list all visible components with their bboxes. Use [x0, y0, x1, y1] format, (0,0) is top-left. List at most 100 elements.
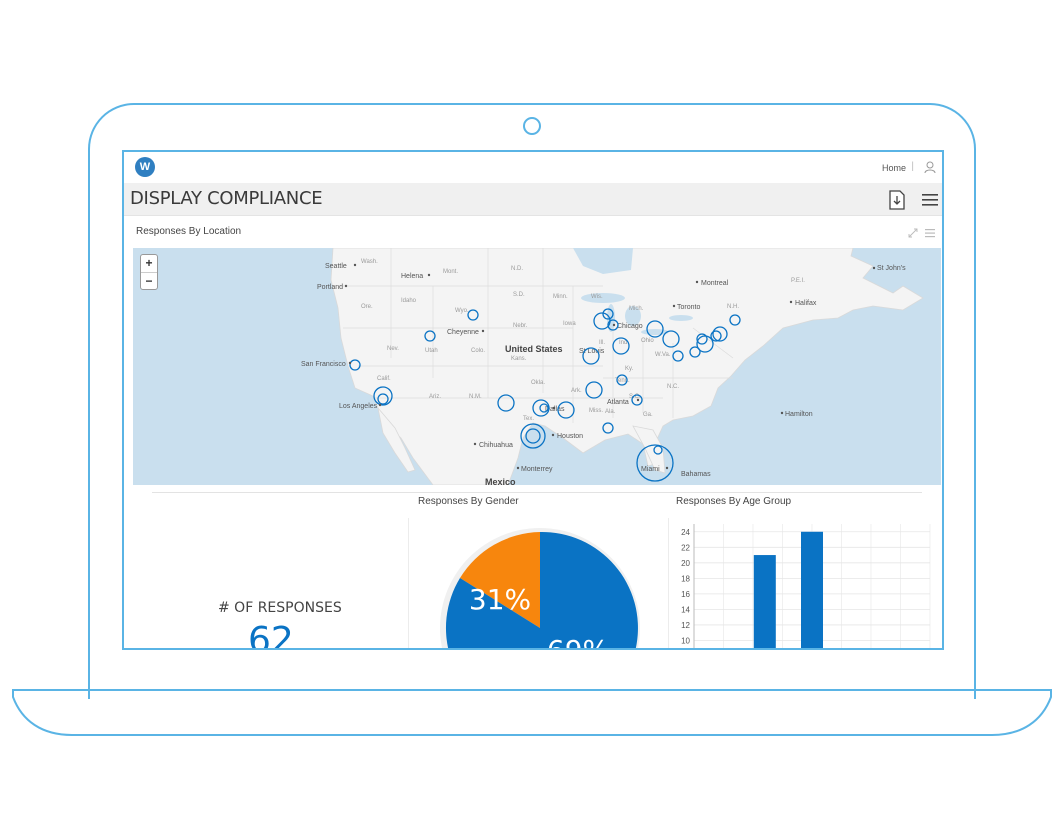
- zoom-in-button[interactable]: +: [141, 255, 157, 273]
- export-icon[interactable]: [888, 190, 906, 210]
- label-houston: Houston: [557, 433, 583, 440]
- expand-icon[interactable]: [908, 228, 918, 238]
- page-title: DISPLAY COMPLIANCE: [130, 188, 323, 209]
- age-bar-chart[interactable]: 10 12 14 16 18 20 22 24: [668, 516, 938, 650]
- responses-label: # OF RESPONSES: [218, 600, 342, 616]
- city-dots: [344, 263, 876, 470]
- baja-peninsula: [377, 406, 416, 473]
- circle-cheyenne: [467, 309, 479, 321]
- lake-superior: [581, 293, 625, 303]
- label-sf: San Francisco: [301, 361, 346, 368]
- svg-text:N.M.: N.M.: [469, 394, 482, 400]
- gender-panel-title: Responses By Gender: [418, 496, 519, 507]
- svg-text:S.D.: S.D.: [513, 292, 525, 298]
- svg-text:Tex.: Tex.: [523, 416, 534, 422]
- pie-label-male: 69%: [547, 634, 609, 650]
- svg-text:S.C.: S.C.: [629, 394, 641, 400]
- svg-text:Colo.: Colo.: [471, 348, 485, 354]
- svg-text:Tenn.: Tenn.: [615, 378, 630, 384]
- hudson-bay: [573, 248, 633, 274]
- laptop-camera: [523, 117, 541, 135]
- label-helena: Helena: [401, 273, 423, 280]
- circle-okla: [497, 394, 515, 412]
- svg-text:Mont.: Mont.: [443, 269, 458, 275]
- age-bar[interactable]: [753, 555, 776, 650]
- label-hamilton: Hamilton: [785, 411, 813, 418]
- circle-ohio-east: [662, 330, 680, 348]
- label-chihuahua: Chihuahua: [479, 442, 513, 449]
- title-bar: DISPLAY COMPLIANCE: [124, 183, 942, 216]
- location-map[interactable]: Seattle Portland Helena Cheyenne San Fra…: [133, 248, 941, 485]
- label-atlanta: Atlanta: [607, 399, 629, 406]
- svg-text:Ohio: Ohio: [641, 338, 654, 344]
- pie-label-female: 31%: [469, 583, 531, 616]
- lake-ontario: [669, 315, 693, 321]
- circle-ne-3: [710, 330, 722, 342]
- home-link[interactable]: Home: [881, 163, 906, 173]
- label-halifax: Halifax: [795, 300, 817, 307]
- svg-text:Ala.: Ala.: [605, 409, 616, 415]
- svg-text:Calif.: Calif.: [377, 376, 391, 382]
- label-dallas: Dallas: [545, 406, 565, 413]
- label-portland: Portland: [317, 284, 343, 291]
- svg-text:Iowa: Iowa: [563, 321, 576, 327]
- svg-text:Nebr.: Nebr.: [513, 323, 528, 329]
- y-tick-label: 10: [681, 636, 690, 645]
- zoom-out-button[interactable]: −: [145, 274, 153, 288]
- age-bar[interactable]: [801, 531, 823, 650]
- hamburger-menu-icon[interactable]: [922, 193, 938, 207]
- circle-la-outer: [373, 386, 393, 406]
- app-screen: W Home | DISPLAY COMPLIANCE Responses By…: [122, 150, 944, 650]
- pie-slice-female: [460, 532, 540, 628]
- circle-dc: [689, 346, 701, 358]
- list-icon[interactable]: [925, 229, 935, 238]
- circle-houston-inner: [525, 428, 541, 444]
- label-montreal: Montreal: [701, 280, 729, 287]
- circle-dallas-3: [557, 401, 575, 419]
- svg-text:Ga.: Ga.: [643, 412, 653, 418]
- svg-text:Utah: Utah: [425, 348, 438, 354]
- circle-fl-north: [602, 422, 614, 434]
- gender-pie-chart[interactable]: 31% 69%: [432, 520, 652, 650]
- label-us: United States: [505, 344, 563, 354]
- circle-fl-mid: [653, 445, 663, 455]
- circle-stlouis: [582, 347, 600, 365]
- state-labels: Wash. Mont. N.D. S.D. Ore. Idaho Wyo. Ne…: [361, 259, 805, 422]
- y-tick-label: 16: [681, 590, 690, 599]
- svg-text:Mich.: Mich.: [629, 306, 644, 312]
- circle-ark: [585, 381, 603, 399]
- svg-text:Miss.: Miss.: [589, 408, 603, 414]
- label-chicago: Chicago: [617, 323, 643, 330]
- label-monterrey: Monterrey: [521, 466, 553, 473]
- circle-wyo-north: [424, 330, 436, 342]
- label-cheyenne: Cheyenne: [447, 329, 479, 336]
- svg-text:N.H.: N.H.: [727, 304, 739, 310]
- state-borders: [338, 248, 734, 423]
- circle-miami: [636, 444, 674, 482]
- label-mexico: Mexico: [485, 477, 516, 485]
- top-separator: |: [911, 161, 914, 172]
- label-seattle: Seattle: [325, 263, 347, 270]
- y-tick-label: 18: [681, 574, 690, 583]
- svg-text:Ill.: Ill.: [599, 340, 605, 346]
- circle-chicago-2: [602, 308, 614, 320]
- circle-wva: [672, 350, 684, 362]
- circle-ne-2: [696, 333, 708, 345]
- responses-value: 62: [248, 620, 294, 650]
- label-bahamas: Bahamas: [681, 471, 711, 478]
- svg-text:Nev.: Nev.: [387, 346, 399, 352]
- svg-text:Kans.: Kans.: [511, 356, 527, 362]
- y-tick-label: 22: [681, 543, 690, 552]
- label-stlouis: St Louis: [579, 348, 605, 355]
- user-icon[interactable]: [923, 160, 937, 174]
- y-tick-label: 14: [681, 605, 690, 614]
- circle-ind: [612, 337, 630, 355]
- app-logo[interactable]: W: [135, 157, 155, 177]
- map-canvas[interactable]: Seattle Portland Helena Cheyenne San Fra…: [133, 248, 941, 485]
- svg-text:Wis.: Wis.: [591, 294, 603, 300]
- label-toronto: Toronto: [677, 304, 700, 311]
- svg-text:Ind.: Ind.: [619, 340, 629, 346]
- circle-atlanta: [631, 394, 643, 406]
- svg-text:N.D.: N.D.: [511, 266, 523, 272]
- svg-text:Ariz.: Ariz.: [429, 394, 441, 400]
